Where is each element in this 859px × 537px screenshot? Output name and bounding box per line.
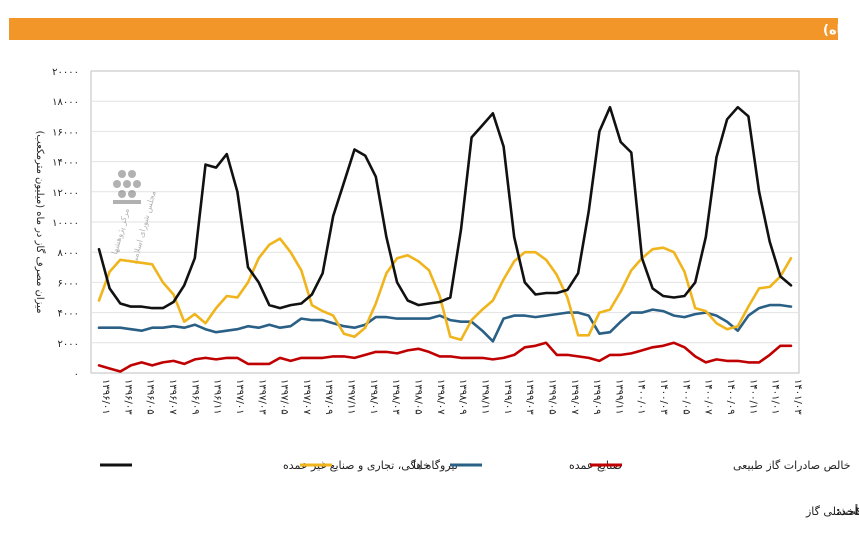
y-tick-label: ۱۲۰۰۰ (52, 188, 79, 199)
x-tick-label: ۱۳۹۷/۰۵ (279, 379, 290, 415)
x-tick-label: ۱۳۹۶/۰۵ (145, 379, 156, 415)
grid (91, 100, 799, 344)
x-tick-label: ۱۴۰۰/۰۵ (680, 379, 691, 415)
source-label: مأخذ: (836, 504, 859, 518)
x-tick-label: ۱۴۰۰/۱۱ (747, 379, 758, 415)
x-tick-label: ۱۴۰۰/۰۳ (658, 379, 669, 415)
x-tick-label: ۱۳۹۷/۰۹ (323, 379, 334, 415)
title-bar (9, 18, 838, 40)
legend-label: خانگی، تجاری و صنایع غیر عمده (283, 459, 430, 472)
x-tick-label: ۱۴۰۰/۰۹ (725, 379, 736, 415)
x-tick-label: ۱۳۹۹/۰۱ (502, 379, 513, 415)
x-tick-label: ۱۳۹۸/۰۱ (368, 379, 379, 415)
y-tick-label: ۱۸۰۰۰ (52, 97, 79, 108)
source-note: مأخذ: شرکت ملی گاز (805, 504, 859, 518)
y-tick-label: ۲۰۰۰ (58, 339, 79, 350)
x-tick-label: ۱۳۹۹/۰۳ (524, 379, 535, 415)
series-line (97, 341, 793, 373)
y-axis: ۰ ۲۰۰۰ ۴۰۰۰ ۶۰۰۰ ۸۰۰۰ ۱۰۰۰۰ ۱۲۰۰۰ ۱۴۰۰۰ ۱۶۰۰۰ ۱۸۰… (52, 67, 79, 380)
x-tick-label: ۱۳۹۷/۱۱ (346, 379, 357, 415)
y-tick-label: ۸۰۰۰ (58, 248, 79, 259)
series-line (97, 237, 793, 342)
x-tick-label: ۱۳۹۹/۰۵ (546, 379, 557, 415)
x-tick-label: ۱۳۹۸/۰۵ (413, 379, 424, 415)
logo-emblem (113, 170, 141, 204)
series-line (97, 105, 793, 310)
x-tick-label: ۱۳۹۷/۰۱ (234, 379, 245, 415)
y-tick-label: ۶۰۰۰ (58, 278, 79, 289)
y-tick-label: ۴۰۰۰ (58, 309, 79, 320)
y-tick-label: ۱۴۰۰۰ (52, 158, 79, 169)
x-tick-label: ۱۴۰۰/۰۷ (703, 379, 714, 415)
x-tick-label: ۱۳۹۸/۰۷ (435, 379, 446, 415)
legend-label: خالص صادرات گاز طبیعی (733, 459, 851, 472)
y-axis-label: میزان مصرف گاز در ماه (میلیون مترمکعب) (34, 131, 46, 314)
x-tick-label: ۱۴۰۰/۰۱ (636, 379, 647, 415)
series-lines (97, 105, 793, 373)
y-tick-label: ۲۰۰۰۰ (52, 67, 79, 78)
x-tick-label: ۱۳۹۸/۱۱ (479, 379, 490, 415)
y-tick-label: ۱۰۰۰۰ (52, 218, 79, 229)
x-tick-label: ۱۳۹۸/۰۳ (390, 379, 401, 415)
x-tick-label: ۱۳۹۶/۱۱ (212, 379, 223, 415)
chart-title: مصرف ماهانه هر بخش در پنج سال اخیر (میلی… (823, 23, 859, 38)
x-axis: ۱۳۹۶/۰۱ ۱۳۹۶/۰۳ ۱۳۹۶/۰۵ ۱۳۹۶/۰۷ ۱۳۹۶/۰۹ ۱۳۹۶/… (100, 379, 803, 415)
x-tick-label: ۱۳۹۸/۰۹ (457, 379, 468, 415)
x-tick-label: ۱۳۹۹/۱۱ (613, 379, 624, 415)
x-tick-label: ۱۳۹۶/۰۹ (189, 379, 200, 415)
x-tick-label: ۱۴۰۱/۰۳ (792, 379, 803, 415)
x-tick-label: ۱۳۹۶/۰۳ (122, 379, 133, 415)
x-tick-label: ۱۳۹۹/۰۷ (569, 379, 580, 415)
legend-label: نیروگاه ها (413, 459, 458, 472)
x-tick-label: ۱۴۰۱/۰۱ (770, 379, 781, 415)
x-tick-label: ۱۳۹۶/۰۱ (100, 379, 111, 415)
y-tick-label: ۰ (74, 369, 79, 380)
x-tick-label: ۱۳۹۹/۰۹ (591, 379, 602, 415)
y-tick-label: ۱۶۰۰۰ (52, 127, 79, 138)
x-tick-label: ۱۳۹۶/۰۷ (167, 379, 178, 415)
source-text: شرکت ملی گاز (805, 505, 859, 518)
x-tick-label: ۱۳۹۷/۰۳ (256, 379, 267, 415)
x-tick-label: ۱۳۹۷/۰۷ (301, 379, 312, 415)
